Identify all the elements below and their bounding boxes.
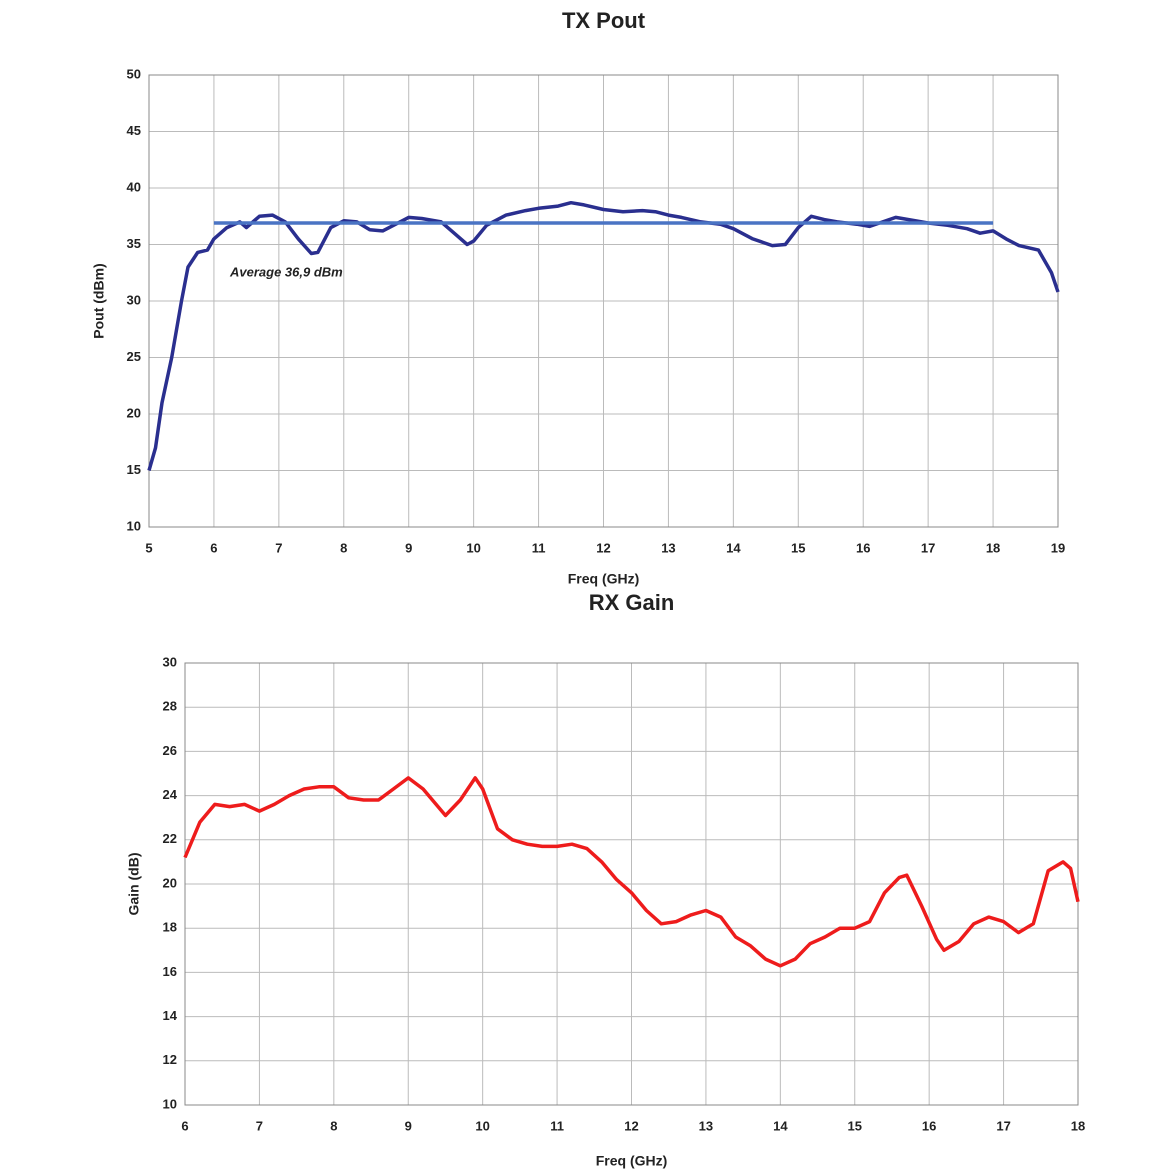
y-tick-label: 15 bbox=[127, 462, 141, 477]
x-tick-label: 14 bbox=[773, 1118, 788, 1133]
x-axis-label: Freq (GHz) bbox=[596, 1153, 668, 1169]
x-tick-label: 9 bbox=[405, 1118, 412, 1133]
x-tick-label: 15 bbox=[791, 540, 805, 555]
plot-frame bbox=[148, 74, 1059, 528]
x-tick-label: 7 bbox=[275, 540, 282, 555]
y-tick-label: 16 bbox=[163, 964, 177, 979]
y-tick-label: 40 bbox=[127, 179, 141, 194]
chart-title: RX Gain bbox=[589, 590, 675, 615]
x-tick-label: 7 bbox=[256, 1118, 263, 1133]
data-line bbox=[183, 776, 1080, 968]
x-tick-label: 14 bbox=[726, 540, 741, 555]
x-tick-label: 13 bbox=[699, 1118, 713, 1133]
x-tick-label: 15 bbox=[848, 1118, 862, 1133]
x-tick-label: 19 bbox=[1051, 540, 1065, 555]
y-tick-label: 22 bbox=[163, 831, 177, 846]
x-tick-label: 6 bbox=[181, 1118, 188, 1133]
x-tick-label: 11 bbox=[550, 1118, 564, 1133]
x-tick-label: 12 bbox=[624, 1118, 638, 1133]
y-tick-label: 18 bbox=[163, 920, 177, 935]
y-tick-label: 20 bbox=[127, 405, 141, 420]
x-tick-label: 18 bbox=[986, 540, 1000, 555]
x-tick-label: 5 bbox=[145, 540, 152, 555]
x-tick-label: 16 bbox=[922, 1118, 936, 1133]
y-tick-label: 45 bbox=[127, 123, 141, 138]
plot-frame bbox=[184, 662, 1079, 1106]
y-tick-label: 12 bbox=[163, 1052, 177, 1067]
y-tick-label: 14 bbox=[163, 1008, 178, 1023]
y-axis-label: Gain (dB) bbox=[126, 853, 142, 916]
y-tick-label: 25 bbox=[127, 349, 141, 364]
y-tick-label: 28 bbox=[163, 699, 177, 714]
x-tick-label: 8 bbox=[340, 540, 347, 555]
x-tick-label: 8 bbox=[330, 1118, 337, 1133]
x-axis-label: Freq (GHz) bbox=[568, 571, 640, 587]
x-tick-label: 17 bbox=[996, 1118, 1010, 1133]
y-tick-label: 30 bbox=[127, 292, 141, 307]
y-tick-label: 20 bbox=[163, 875, 177, 890]
x-tick-label: 17 bbox=[921, 540, 935, 555]
x-tick-label: 6 bbox=[210, 540, 217, 555]
data-line bbox=[147, 200, 1060, 471]
x-tick-label: 9 bbox=[405, 540, 412, 555]
x-tick-label: 10 bbox=[466, 540, 480, 555]
x-tick-label: 11 bbox=[532, 540, 546, 555]
x-tick-label: 16 bbox=[856, 540, 870, 555]
annotation: Average 36,9 dBm bbox=[229, 264, 343, 279]
y-tick-label: 30 bbox=[163, 654, 177, 669]
y-axis-label: Pout (dBm) bbox=[91, 263, 107, 338]
x-tick-label: 10 bbox=[475, 1118, 489, 1133]
y-tick-label: 50 bbox=[127, 66, 141, 81]
y-tick-label: 24 bbox=[163, 787, 178, 802]
x-tick-label: 12 bbox=[596, 540, 610, 555]
y-tick-label: 10 bbox=[127, 518, 141, 533]
x-tick-label: 13 bbox=[661, 540, 675, 555]
y-tick-label: 26 bbox=[163, 743, 177, 758]
x-tick-label: 18 bbox=[1071, 1118, 1085, 1133]
y-tick-label: 35 bbox=[127, 236, 141, 251]
y-tick-label: 10 bbox=[163, 1096, 177, 1111]
chart-title: TX Pout bbox=[562, 8, 646, 33]
